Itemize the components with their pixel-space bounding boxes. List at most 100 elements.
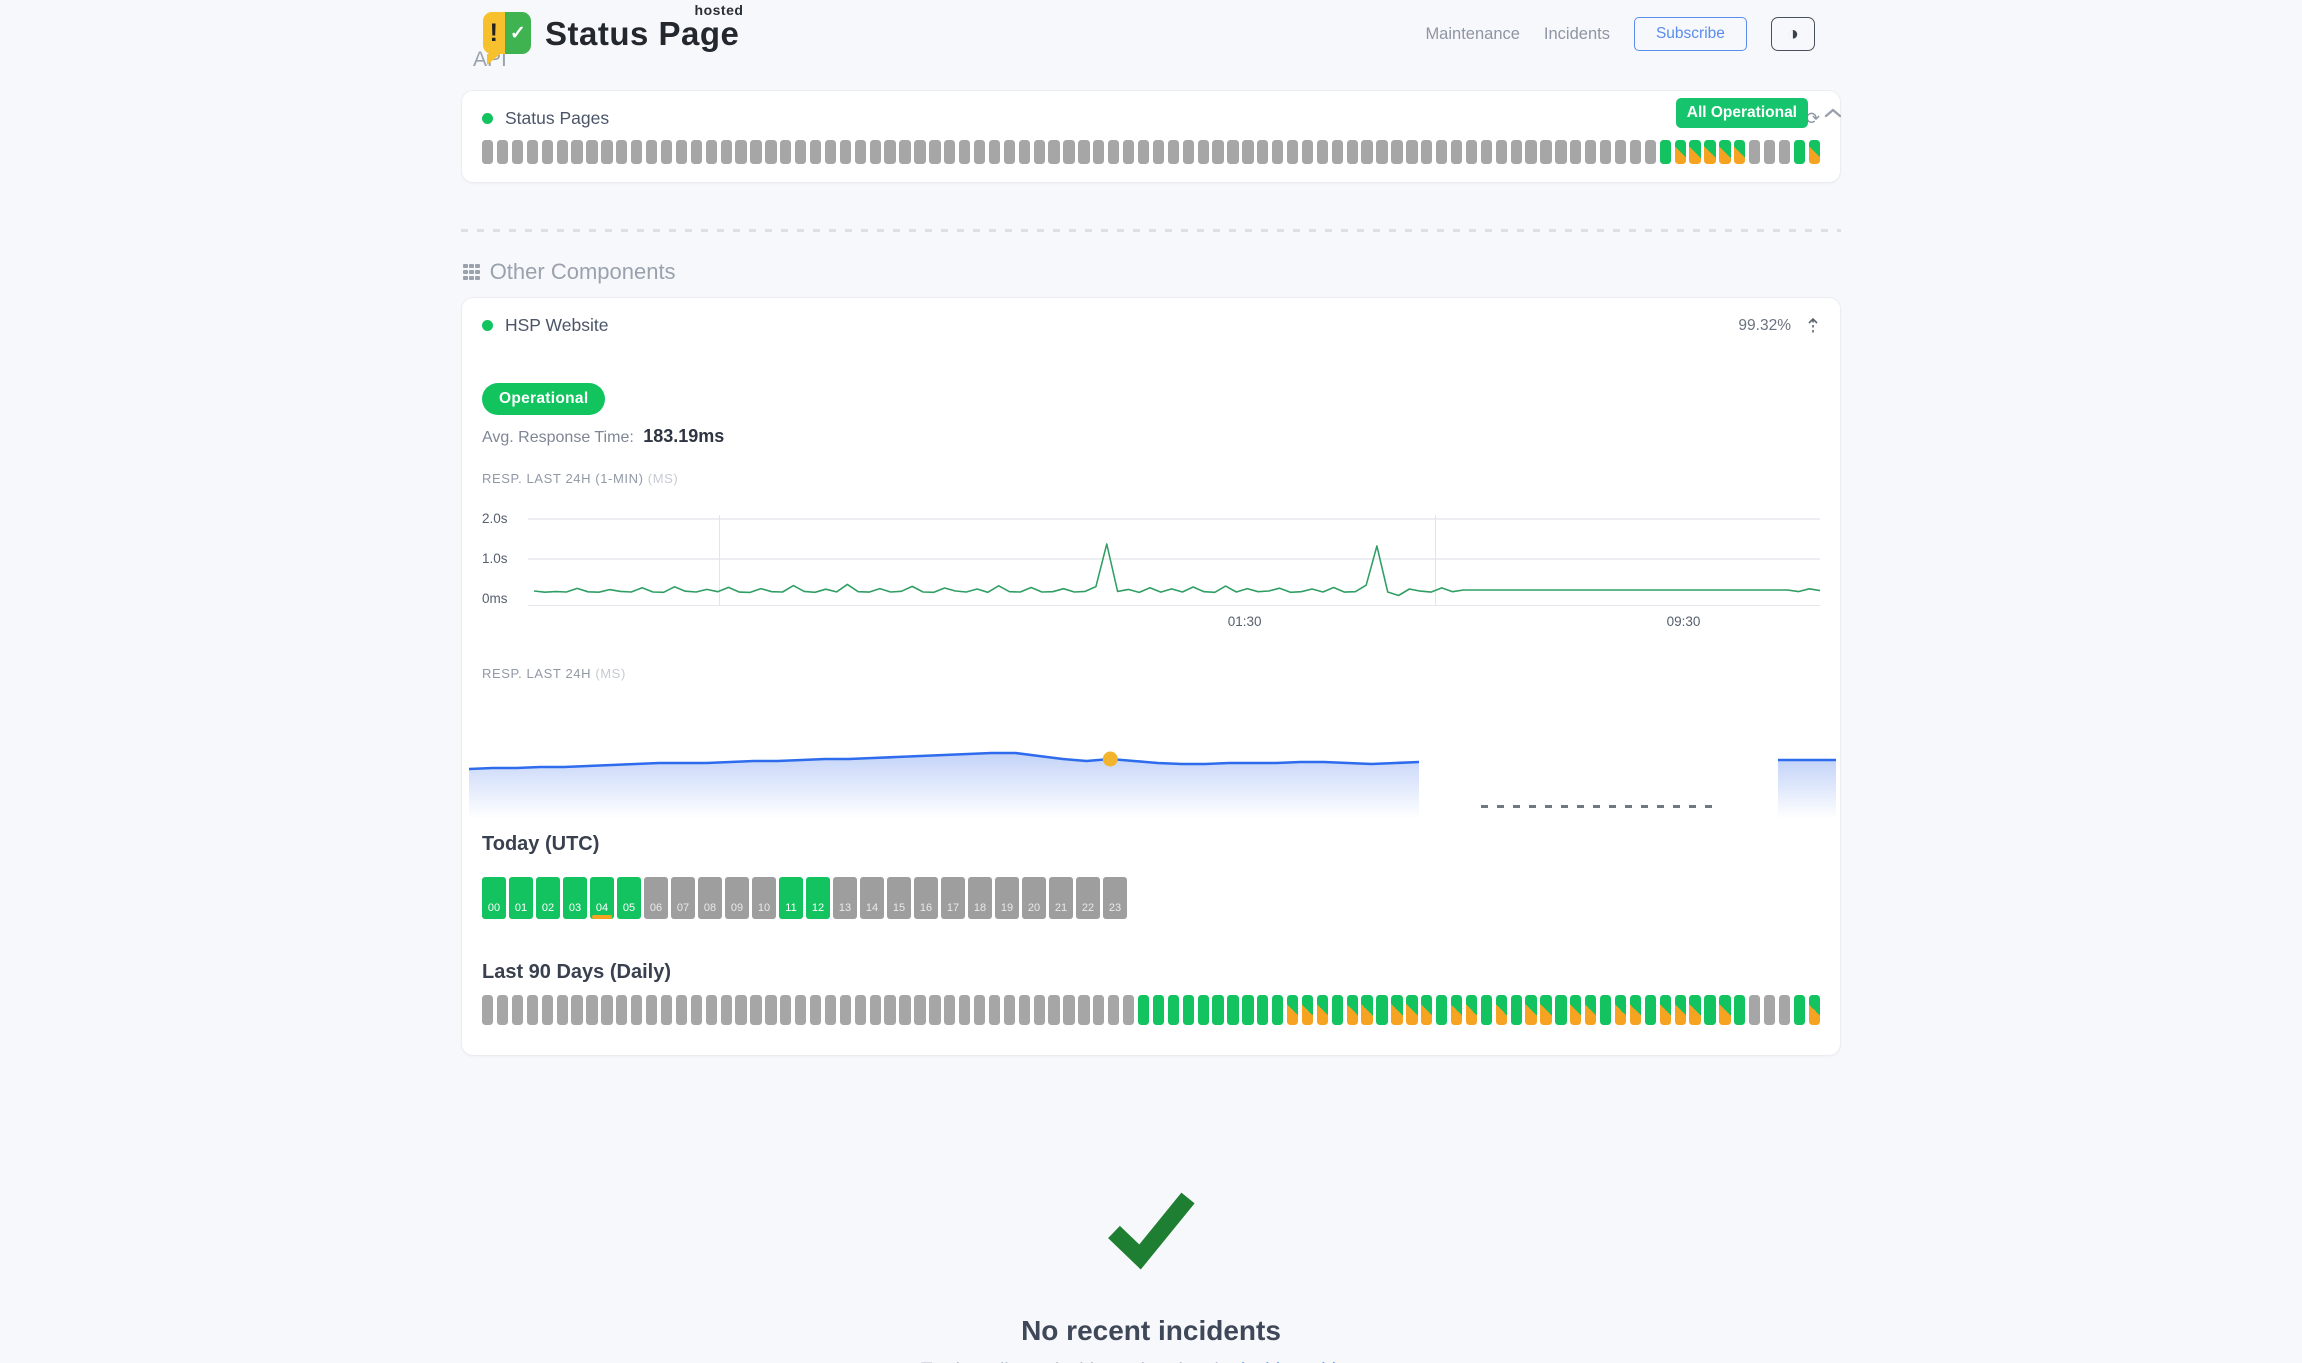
- uptime-bar-grey[interactable]: [1122, 995, 1135, 1025]
- uptime-bar-grey[interactable]: [556, 995, 568, 1025]
- uptime-bar-grey[interactable]: [496, 140, 509, 164]
- uptime-bar-grey[interactable]: [660, 995, 673, 1025]
- uptime-bar-grey[interactable]: [720, 140, 732, 164]
- uptime-bar-green[interactable]: [1331, 995, 1343, 1025]
- uptime-bar-grey[interactable]: [884, 140, 896, 164]
- uptime-bar-grey[interactable]: [1167, 140, 1179, 164]
- uptime-bar-split[interactable]: [1719, 140, 1731, 164]
- uptime-bar-grey[interactable]: [1570, 140, 1582, 164]
- uptime-bar-split[interactable]: [1301, 995, 1314, 1025]
- uptime-bar-grey[interactable]: [496, 995, 509, 1025]
- uptime-bar-green[interactable]: [1376, 995, 1388, 1025]
- uptime-bar-grey[interactable]: [795, 995, 807, 1025]
- collapse-arrow-icon[interactable]: [1806, 317, 1820, 335]
- uptime-bar-grey[interactable]: [1525, 140, 1537, 164]
- uptime-bar-grey[interactable]: [988, 140, 1001, 164]
- uptime-bar-grey[interactable]: [720, 995, 732, 1025]
- uptime-bar-grey[interactable]: [1003, 995, 1016, 1025]
- uptime-bar-grey[interactable]: [1048, 140, 1060, 164]
- uptime-bar-grey[interactable]: [1227, 140, 1239, 164]
- uptime-bar-grey[interactable]: [1063, 995, 1075, 1025]
- uptime-bar-grey[interactable]: [869, 995, 881, 1025]
- refresh-icon[interactable]: ⟳: [1805, 108, 1820, 128]
- uptime-bar-grey[interactable]: [541, 995, 553, 1025]
- uptime-bar-grey[interactable]: [809, 140, 822, 164]
- hour-block-07[interactable]: 07: [671, 877, 695, 919]
- uptime-bar-grey[interactable]: [1450, 140, 1463, 164]
- uptime-bar-split[interactable]: [1808, 140, 1820, 164]
- uptime-bar-grey[interactable]: [631, 995, 643, 1025]
- uptime-bar-grey[interactable]: [1763, 140, 1776, 164]
- hour-block-04[interactable]: 04: [590, 877, 614, 919]
- uptime-bar-grey[interactable]: [1585, 140, 1597, 164]
- uptime-bar-grey[interactable]: [839, 995, 852, 1025]
- uptime-bar-green[interactable]: [1242, 995, 1254, 1025]
- hour-block-18[interactable]: 18: [968, 877, 992, 919]
- hour-block-22[interactable]: 22: [1076, 877, 1100, 919]
- uptime-bar-grey[interactable]: [929, 140, 941, 164]
- uptime-bar-grey[interactable]: [1465, 140, 1478, 164]
- uptime-bar-green[interactable]: [1734, 995, 1746, 1025]
- uptime-bar-grey[interactable]: [1391, 140, 1403, 164]
- theme-toggle-button[interactable]: ◑: [1770, 17, 1815, 51]
- uptime-bar-grey[interactable]: [750, 140, 762, 164]
- uptime-bar-grey[interactable]: [1629, 140, 1642, 164]
- uptime-bar-green[interactable]: [1510, 995, 1522, 1025]
- uptime-bar-grey[interactable]: [616, 140, 628, 164]
- uptime-bar-grey[interactable]: [601, 140, 613, 164]
- uptime-bar-split[interactable]: [1734, 140, 1746, 164]
- uptime-bar-split[interactable]: [1719, 995, 1731, 1025]
- uptime-bar-green[interactable]: [1182, 995, 1194, 1025]
- uptime-bar-grey[interactable]: [1093, 995, 1105, 1025]
- hour-block-02[interactable]: 02: [536, 877, 560, 919]
- uptime-bar-grey[interactable]: [765, 995, 777, 1025]
- uptime-bar-grey[interactable]: [839, 140, 852, 164]
- uptime-bar-grey[interactable]: [482, 140, 494, 164]
- uptime-bar-grey[interactable]: [1436, 140, 1448, 164]
- uptime-bar-grey[interactable]: [854, 140, 866, 164]
- uptime-bar-grey[interactable]: [1749, 140, 1761, 164]
- uptime-bar-grey[interactable]: [1078, 140, 1090, 164]
- hour-block-01[interactable]: 01: [509, 877, 533, 919]
- uptime-bar-green[interactable]: [1257, 995, 1269, 1025]
- uptime-bar-split[interactable]: [1406, 995, 1418, 1025]
- hour-block-14[interactable]: 14: [860, 877, 884, 919]
- uptime-bar-grey[interactable]: [1361, 140, 1373, 164]
- hour-block-21[interactable]: 21: [1049, 877, 1073, 919]
- uptime-bar-grey[interactable]: [1301, 140, 1314, 164]
- uptime-bar-grey[interactable]: [1644, 140, 1656, 164]
- uptime-bar-grey[interactable]: [1137, 140, 1150, 164]
- uptime-bar-grey[interactable]: [1555, 140, 1567, 164]
- uptime-bar-grey[interactable]: [1778, 995, 1791, 1025]
- uptime-bar-green[interactable]: [1704, 995, 1716, 1025]
- uptime-bar-grey[interactable]: [1540, 140, 1552, 164]
- hour-block-13[interactable]: 13: [833, 877, 857, 919]
- uptime-bar-grey[interactable]: [959, 995, 971, 1025]
- uptime-bar-grey[interactable]: [1093, 140, 1105, 164]
- uptime-bar-grey[interactable]: [1406, 140, 1418, 164]
- hour-block-05[interactable]: 05: [617, 877, 641, 919]
- uptime-bar-grey[interactable]: [1316, 140, 1329, 164]
- uptime-bar-grey[interactable]: [899, 140, 911, 164]
- uptime-bar-grey[interactable]: [1778, 140, 1791, 164]
- uptime-bar-grey[interactable]: [1510, 140, 1522, 164]
- uptime-bar-grey[interactable]: [1018, 995, 1030, 1025]
- uptime-bar-grey[interactable]: [645, 140, 658, 164]
- uptime-bar-green[interactable]: [1272, 995, 1284, 1025]
- uptime-bar-grey[interactable]: [735, 140, 747, 164]
- uptime-bar-green[interactable]: [1480, 995, 1493, 1025]
- uptime-bar-grey[interactable]: [1272, 140, 1284, 164]
- highlight-dot-icon[interactable]: [1102, 751, 1118, 767]
- uptime-bar-grey[interactable]: [571, 140, 583, 164]
- uptime-bar-grey[interactable]: [1108, 995, 1120, 1025]
- uptime-bar-grey[interactable]: [1599, 140, 1612, 164]
- uptime-bar-green[interactable]: [1793, 140, 1806, 164]
- hour-block-16[interactable]: 16: [914, 877, 938, 919]
- uptime-bar-grey[interactable]: [1182, 140, 1194, 164]
- hour-block-15[interactable]: 15: [887, 877, 911, 919]
- uptime-bar-split[interactable]: [1585, 995, 1597, 1025]
- uptime-bar-grey[interactable]: [780, 140, 792, 164]
- uptime-bar-grey[interactable]: [511, 995, 524, 1025]
- nav-incidents[interactable]: Incidents: [1543, 24, 1610, 43]
- uptime-bar-grey[interactable]: [675, 995, 688, 1025]
